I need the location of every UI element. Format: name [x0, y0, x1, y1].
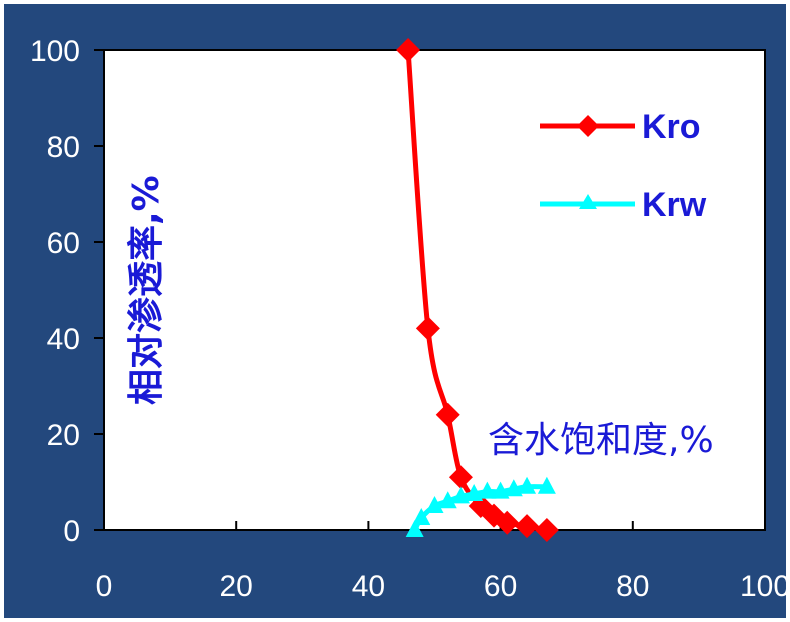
legend-kro-marker	[577, 115, 599, 137]
x-tick-label: 80	[616, 570, 649, 603]
y-tick-label: 60	[47, 227, 80, 260]
series-krw-point	[405, 520, 424, 537]
series-krw-point	[438, 491, 457, 509]
y-tick-label: 40	[47, 323, 80, 356]
x-tick-label: 100	[740, 570, 790, 603]
series-kro-point	[515, 514, 540, 539]
plot-area	[103, 49, 766, 531]
x-axis-title: 含水饱和度,%	[488, 420, 714, 461]
tick-labels: 0 20 40 60 80 100 0 20 40 60 80 100	[30, 35, 790, 603]
series-krw-point	[491, 481, 510, 499]
series-kro-point	[534, 518, 559, 542]
x-tick-label: 40	[352, 570, 385, 603]
legend-krw-marker	[579, 194, 597, 209]
series-krw-point	[537, 476, 556, 494]
data-series	[396, 38, 559, 542]
series-kro-point	[415, 316, 440, 341]
series-krw-point	[518, 476, 537, 494]
series-kro-point	[448, 465, 473, 490]
x-tick-label: 0	[96, 570, 113, 603]
series-krw-point	[425, 496, 444, 513]
y-tick-label: 0	[63, 515, 80, 548]
y-axis-title: 相对渗透率,%	[126, 175, 167, 405]
series-krw-point	[504, 479, 523, 497]
y-tick-label: 20	[47, 419, 80, 452]
x-tick-label: 60	[484, 570, 517, 603]
series-krw-point	[478, 481, 497, 499]
legend-kro-label: Kro	[642, 108, 701, 146]
series-krw-point	[451, 486, 470, 504]
series-kro-point	[435, 402, 460, 427]
series-krw-point	[412, 508, 431, 525]
legend: Kro Krw	[540, 108, 707, 224]
legend-krw-label: Krw	[642, 186, 707, 224]
series-krw-point	[465, 484, 484, 501]
series-kro-point	[396, 38, 421, 62]
y-tick-label: 100	[30, 35, 80, 68]
x-tick-label: 20	[220, 570, 253, 603]
y-tick-label: 80	[47, 131, 80, 164]
series-kro-point	[495, 510, 520, 535]
